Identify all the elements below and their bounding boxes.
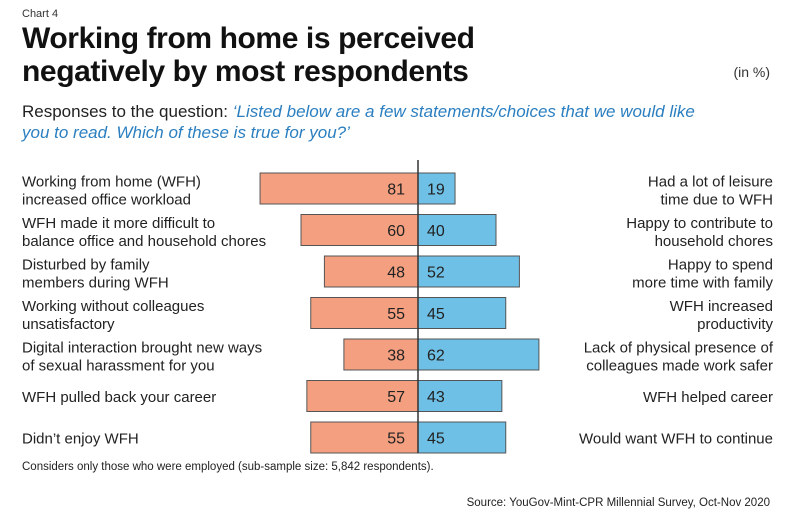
negative-category-label: increased office workload xyxy=(22,192,191,209)
question-text: Responses to the question: ‘Listed below… xyxy=(22,101,722,143)
negative-value-label: 81 xyxy=(387,182,405,199)
negative-category-label: WFH pulled back your career xyxy=(22,389,216,406)
footnote: Considers only those who were employed (… xyxy=(22,461,434,473)
positive-bar xyxy=(417,380,503,412)
negative-bar xyxy=(306,380,419,412)
positive-value-label: 19 xyxy=(427,182,445,199)
positive-category-label: Happy to contribute to xyxy=(626,215,773,232)
positive-category-label: WFH helped career xyxy=(643,389,773,406)
negative-category-label: WFH made it more difficult to xyxy=(22,215,215,232)
positive-value-label: 52 xyxy=(427,265,445,282)
positive-category-label: Lack of physical presence of xyxy=(584,340,774,357)
chart-title: Working from home is perceived negativel… xyxy=(22,22,475,88)
negative-bar xyxy=(323,255,419,288)
positive-category-label: more time with family xyxy=(632,275,773,292)
positive-bar xyxy=(417,297,507,329)
negative-value-label: 57 xyxy=(387,389,405,406)
positive-category-label: colleagues made work safer xyxy=(586,358,773,375)
unit-label: (in %) xyxy=(733,64,770,80)
negative-category-label: balance office and household chores xyxy=(22,233,266,250)
negative-category-label: Disturbed by family xyxy=(22,257,150,274)
question-quote: ‘Listed below are a few statements/choic… xyxy=(22,102,695,142)
positive-category-label: Had a lot of leisure xyxy=(648,174,773,191)
negative-value-label: 38 xyxy=(387,348,405,365)
positive-category-label: WFH increased xyxy=(670,298,773,315)
negative-bar xyxy=(310,421,419,454)
positive-value-label: 40 xyxy=(427,223,445,240)
negative-bar xyxy=(343,338,419,371)
positive-value-label: 45 xyxy=(427,431,445,448)
negative-value-label: 60 xyxy=(387,223,405,240)
negative-value-label: 55 xyxy=(387,431,405,448)
negative-category-label: Working from home (WFH) xyxy=(22,174,201,191)
positive-value-label: 43 xyxy=(427,389,445,406)
negative-category-label: Digital interaction brought new ways xyxy=(22,340,262,357)
positive-category-label: productivity xyxy=(697,316,773,333)
positive-bar xyxy=(417,421,507,454)
negative-category-label: Working without colleagues xyxy=(22,298,204,315)
source-note: Source: YouGov-Mint-CPR Millennial Surve… xyxy=(466,497,770,509)
negative-value-label: 55 xyxy=(387,306,405,323)
negative-category-label: Didn’t enjoy WFH xyxy=(22,431,139,448)
negative-category-label: unsatisfactory xyxy=(22,316,115,333)
negative-bar xyxy=(310,297,419,329)
question-prefix: Responses to the question: xyxy=(22,102,233,121)
negative-bar xyxy=(300,214,419,246)
negative-category-label: of sexual harassment for you xyxy=(22,358,215,375)
positive-category-label: time due to WFH xyxy=(660,192,773,209)
negative-category-label: members during WFH xyxy=(22,275,169,292)
positive-category-label: household chores xyxy=(655,233,773,250)
positive-category-label: Happy to spend xyxy=(668,257,773,274)
positive-bar xyxy=(417,255,520,288)
positive-value-label: 45 xyxy=(427,306,445,323)
negative-value-label: 48 xyxy=(387,265,405,282)
positive-value-label: 62 xyxy=(427,348,445,365)
positive-category-label: Would want WFH to continue xyxy=(579,431,773,448)
negative-bar xyxy=(259,172,419,205)
chart-number: Chart 4 xyxy=(22,8,59,20)
